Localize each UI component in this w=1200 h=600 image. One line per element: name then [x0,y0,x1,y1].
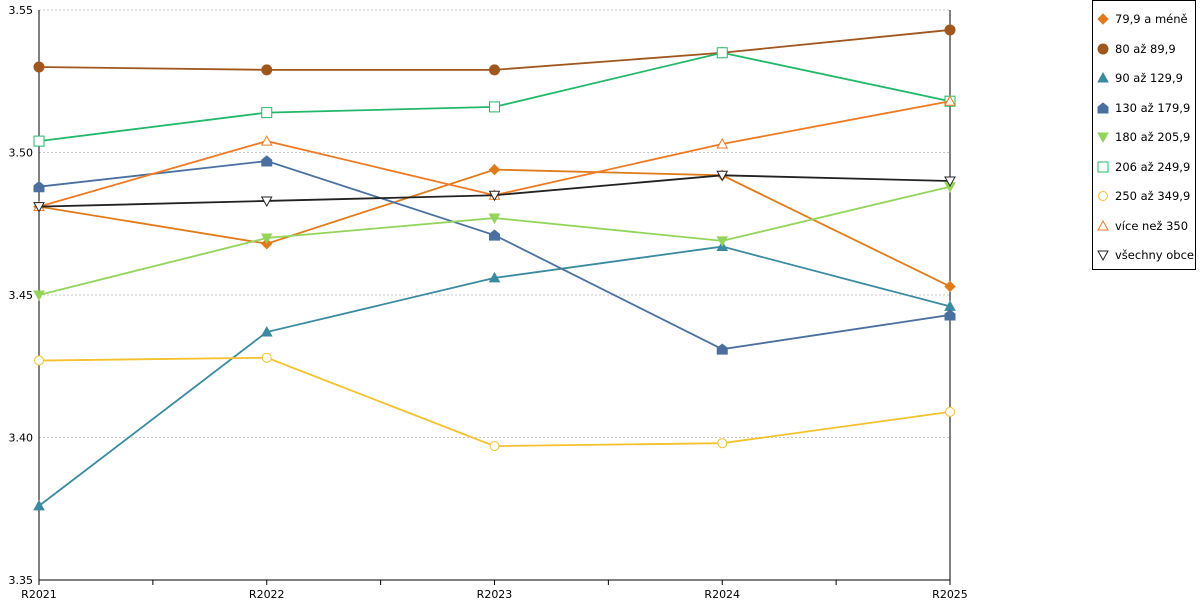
legend-marker-icon [1097,13,1109,25]
x-tick-label: R2023 [477,588,513,600]
legend-marker-icon [1097,161,1109,172]
data-point [34,355,44,366]
legend-label: 206 až 249,9 [1115,159,1191,174]
legend-label: 250 až 349,9 [1115,189,1191,203]
data-point [716,137,729,149]
x-tick-label: R2022 [249,588,285,600]
series-7 [34,352,955,452]
y-tick-label: 3.50 [9,147,34,160]
y-tick-label: 3.40 [9,432,34,445]
series-line [38,245,951,507]
data-point [489,64,500,76]
legend-item: 90 až 129,9 [1095,66,1183,90]
data-point [944,176,956,188]
legend-item: více než 350 [1095,214,1188,238]
legend-item: všechny obce [1095,243,1194,267]
legend-marker-icon [1097,101,1109,113]
legend-item: 180 až 205,9 [1095,125,1190,149]
data-point [945,406,955,417]
legend-label: 90 až 129,9 [1115,71,1183,85]
legend-item: 250 až 349,9 [1095,184,1190,208]
y-tick-label: 3.35 [9,574,34,587]
data-point [716,343,728,355]
data-point [260,196,273,207]
legend-label: 80 až 89,9 [1115,41,1176,56]
data-point [716,170,729,182]
x-tick-label: R2021 [21,588,57,600]
series-2 [33,24,956,76]
data-point [260,233,273,245]
data-point [716,236,729,247]
data-point [488,271,501,283]
x-tick-label: R2024 [704,588,740,600]
data-point [488,213,501,225]
data-point [944,309,956,321]
y-tick-label: 3.55 [9,4,34,17]
legend-item: 79,9 a méně [1095,7,1188,31]
legend-marker [1097,101,1109,113]
legend-marker-icon [1097,43,1109,54]
series-lines [33,24,956,511]
legend-marker [1097,132,1109,144]
data-point [489,441,500,452]
data-point [260,326,273,337]
series-line [38,29,951,71]
legend-marker-icon [1097,71,1109,83]
legend-marker-icon [1097,219,1109,230]
data-point [488,190,501,202]
legend-item: 80 až 89,9 [1095,37,1176,61]
legend-marker [1097,161,1109,172]
legend: 79,9 a méně 80 až 89,9 90 až 129,9 130 až 1… [1092,0,1196,270]
data-point [717,438,728,449]
series-5 [33,182,956,302]
data-point [944,280,956,293]
data-point [260,135,273,146]
series-6 [33,47,956,147]
data-point [33,202,45,213]
data-point [261,64,273,76]
legend-label: 130 až 179,9 [1115,100,1191,115]
data-point [33,181,45,193]
legend-marker [1097,219,1109,230]
legend-label: více než 350 [1115,218,1189,233]
legend-marker [1098,191,1108,201]
series-4 [33,155,956,355]
series-line [38,168,951,288]
legend-label: 79,9 a méně [1115,12,1188,26]
series-3 [33,240,956,511]
x-tick-label: R2025 [932,588,968,600]
legend-marker-icon [1097,132,1109,144]
legend-label: 180 až 205,9 [1115,130,1191,144]
axes: 3.35 3.40 3.45 3.50 3.55 R2021 R2022 R2023 R2024… [9,4,968,600]
legend-item: 206 až 249,9 [1095,155,1190,179]
series-9 [33,170,956,213]
legend-marker [1097,250,1109,262]
legend-item: 130 až 179,9 [1095,96,1190,120]
data-point [489,101,500,113]
data-point [489,229,500,241]
data-point [944,95,956,106]
data-point [33,61,45,73]
data-point [261,107,273,119]
y-tick-label: 3.45 [9,289,34,302]
legend-label: všechny obce [1115,248,1194,262]
data-point [33,499,45,511]
data-point [33,135,45,147]
data-point [716,47,728,59]
data-point [261,352,272,363]
data-point [33,290,45,302]
legend-marker-icon [1098,191,1108,201]
legend-marker [1097,71,1109,83]
data-point [488,163,501,176]
legend-marker [1097,43,1109,54]
legend-marker [1097,13,1109,25]
data-point [261,155,273,167]
legend-marker-icon [1097,250,1109,262]
data-point [944,24,956,36]
